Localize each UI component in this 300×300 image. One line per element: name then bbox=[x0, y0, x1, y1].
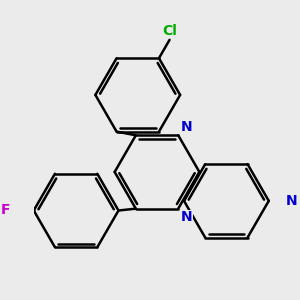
Text: F: F bbox=[1, 203, 10, 218]
Text: N: N bbox=[181, 210, 192, 224]
Text: N: N bbox=[286, 194, 297, 208]
Text: N: N bbox=[181, 120, 192, 134]
Text: Cl: Cl bbox=[162, 24, 177, 38]
